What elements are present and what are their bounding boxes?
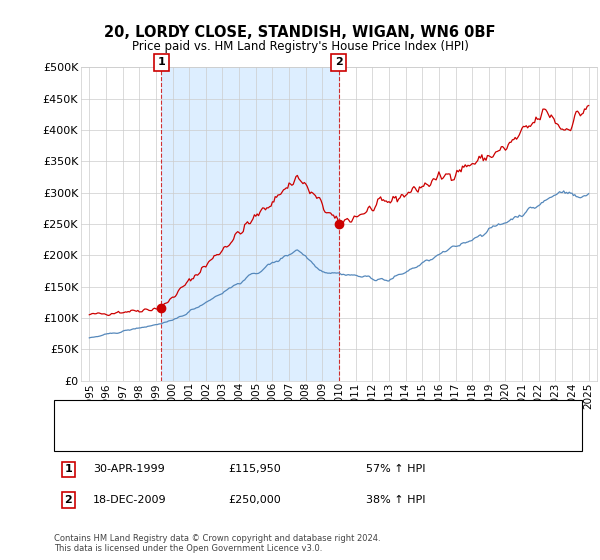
Text: HPI: Average price, detached house, Wigan: HPI: Average price, detached house, Wiga… — [99, 432, 325, 442]
Text: 1: 1 — [158, 57, 165, 67]
Text: 30-APR-1999: 30-APR-1999 — [93, 464, 165, 474]
Text: 38% ↑ HPI: 38% ↑ HPI — [366, 495, 425, 505]
Text: 18-DEC-2009: 18-DEC-2009 — [93, 495, 167, 505]
Text: 20, LORDY CLOSE, STANDISH, WIGAN, WN6 0BF: 20, LORDY CLOSE, STANDISH, WIGAN, WN6 0B… — [104, 25, 496, 40]
Bar — [161, 67, 338, 381]
Text: 2: 2 — [335, 57, 343, 67]
Text: Price paid vs. HM Land Registry's House Price Index (HPI): Price paid vs. HM Land Registry's House … — [131, 40, 469, 53]
Text: 57% ↑ HPI: 57% ↑ HPI — [366, 464, 425, 474]
Text: Contains HM Land Registry data © Crown copyright and database right 2024.
This d: Contains HM Land Registry data © Crown c… — [54, 534, 380, 553]
Text: £115,950: £115,950 — [228, 464, 281, 474]
Text: 2: 2 — [65, 495, 72, 505]
Text: £250,000: £250,000 — [228, 495, 281, 505]
Text: 1: 1 — [65, 464, 72, 474]
Text: 20, LORDY CLOSE, STANDISH, WIGAN, WN6 0BF (detached house): 20, LORDY CLOSE, STANDISH, WIGAN, WN6 0B… — [99, 409, 441, 419]
